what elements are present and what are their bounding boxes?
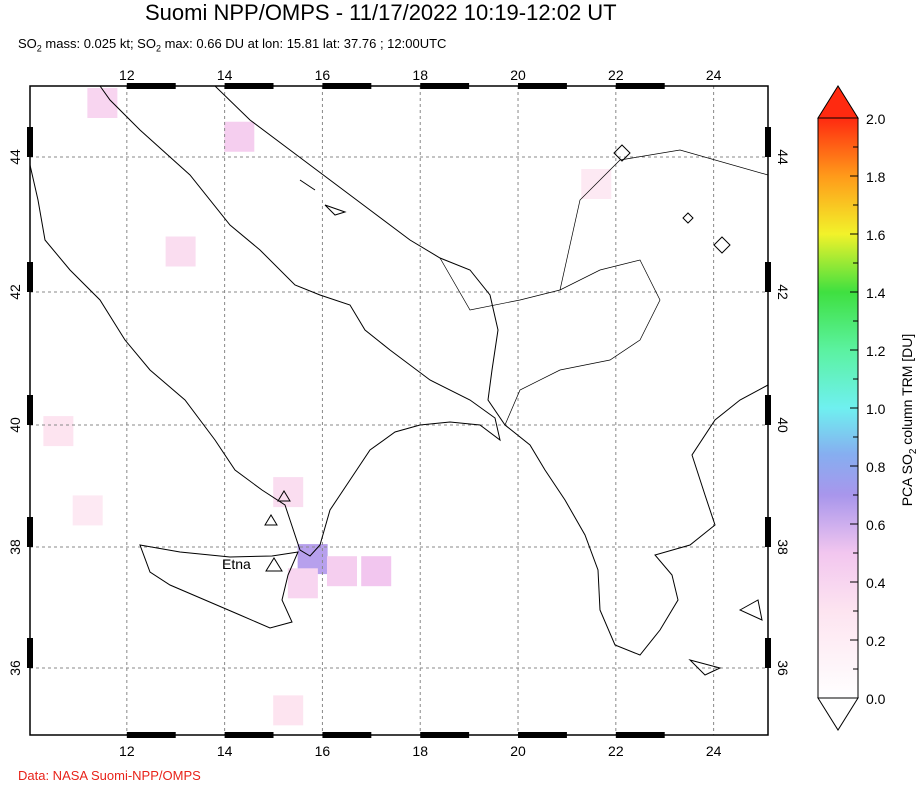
frame-tick: [765, 517, 771, 547]
frame-tick: [765, 262, 771, 292]
lat-label-right: 40: [775, 417, 791, 433]
frame-tick: [420, 732, 470, 738]
frame-tick: [27, 262, 33, 292]
colorbar-label: PCA SO2 column TRM [DU]: [899, 334, 919, 507]
frame-tick: [27, 638, 33, 668]
colorbar-tick-label: 0.0: [866, 691, 886, 707]
coastlines: [30, 86, 768, 676]
diamond-icon: [713, 236, 731, 254]
map-title: Suomi NPP/OMPS - 11/17/2022 10:19-12:02 …: [145, 0, 617, 25]
so2-pixel: [72, 495, 103, 526]
so2-pixel: [43, 416, 74, 447]
lon-label-top: 24: [706, 67, 722, 83]
so2-summary: SO2 mass: 0.025 kt; SO2 max: 0.66 DU at …: [18, 36, 447, 54]
so2-pixel: [326, 556, 357, 587]
lat-label-left: 36: [7, 660, 23, 676]
frame-tick: [126, 83, 176, 89]
lat-label-right: 36: [775, 660, 791, 676]
lon-label-top: 18: [412, 67, 428, 83]
longitude-labels: 12 12 14 14 16 16 18 18 20 20 22 22 24 24: [119, 67, 722, 759]
frame-tick: [224, 83, 274, 89]
lon-label-top: 22: [608, 67, 624, 83]
frame-tick: [765, 638, 771, 668]
so2-pixel-layer: [43, 88, 612, 726]
colorbar-tick-label: 1.6: [866, 227, 886, 243]
lon-label-bottom: 24: [706, 743, 722, 759]
colorbar-tick-label: 1.8: [866, 169, 886, 185]
lon-label-bottom: 14: [217, 743, 233, 759]
colorbar-tick-label: 0.8: [866, 459, 886, 475]
frame-tick: [322, 732, 372, 738]
frame-tick: [615, 732, 665, 738]
coast-islands: [299, 179, 763, 676]
frame-tick: [615, 83, 665, 89]
so2-pixel: [361, 556, 392, 587]
coast-italy: [30, 86, 501, 557]
volcano-markers: [264, 144, 731, 572]
so2-pixel: [273, 477, 304, 508]
diamond-icon: [682, 212, 694, 224]
so2-pixel: [165, 236, 196, 267]
etna-label: Etna: [222, 556, 251, 572]
lat-label-left: 38: [7, 539, 23, 555]
lon-label-bottom: 18: [412, 743, 428, 759]
lon-label-bottom: 12: [119, 743, 135, 759]
frame-tick: [518, 83, 567, 89]
graticule: [30, 86, 768, 735]
colorbar-tick-label: 1.0: [866, 401, 886, 417]
lon-label-top: 12: [119, 67, 135, 83]
frame-tick: [765, 127, 771, 157]
volcano-etna-icon: [265, 557, 283, 572]
lat-label-right: 44: [775, 149, 791, 165]
frame-tick: [322, 83, 372, 89]
map-frame: [29, 85, 769, 736]
colorbar-under-arrow: [817, 697, 859, 731]
coast-sicily: [139, 544, 299, 629]
lat-label-left: 44: [7, 149, 23, 165]
frame-tick: [126, 732, 176, 738]
colorbar-tick-label: 1.2: [866, 343, 886, 359]
colorbar-tick-label: 0.4: [866, 575, 886, 591]
colorbar-tick-label: 2.0: [866, 111, 886, 127]
frame-tick: [765, 395, 771, 425]
lon-label-top: 14: [217, 67, 233, 83]
colorbar-over-arrow: [817, 85, 859, 119]
lon-label-top: 20: [510, 67, 526, 83]
axis-frame-ticks: [27, 83, 771, 738]
colorbar-tick-label: 0.6: [866, 517, 886, 533]
lat-label-left: 42: [7, 284, 23, 300]
frame-tick: [27, 517, 33, 547]
so2-pixel: [224, 121, 255, 152]
country-borders: [439, 149, 768, 426]
frame-tick: [27, 127, 33, 157]
lat-label-left: 40: [7, 417, 23, 433]
colorbar-tick-label: 0.2: [866, 633, 886, 649]
coast-balkans: [214, 86, 768, 656]
volcano-icon: [264, 514, 278, 526]
lon-label-bottom: 20: [510, 743, 526, 759]
lat-label-right: 38: [775, 539, 791, 555]
lon-label-bottom: 22: [608, 743, 624, 759]
lat-label-right: 42: [775, 284, 791, 300]
frame-tick: [27, 395, 33, 425]
diamond-icon: [613, 144, 631, 162]
so2-pixel: [287, 568, 318, 599]
data-credit: Data: NASA Suomi-NPP/OMPS: [18, 768, 201, 783]
frame-tick: [224, 732, 274, 738]
volcano-icon: [277, 490, 291, 502]
colorbar-tick-label: 1.4: [866, 285, 886, 301]
so2-pixel: [273, 695, 304, 726]
lon-label-bottom: 16: [315, 743, 331, 759]
frame-tick: [420, 83, 470, 89]
latitude-labels: 44 44 42 42 40 40 38 38 36 36: [7, 149, 791, 676]
frame-tick: [518, 732, 567, 738]
colorbar: 0.0 0.2 0.4 0.6 0.8 1.0 1.2 1.4 1.6 1.8 2.0 PCA SO…: [817, 85, 919, 731]
lon-label-top: 16: [315, 67, 331, 83]
